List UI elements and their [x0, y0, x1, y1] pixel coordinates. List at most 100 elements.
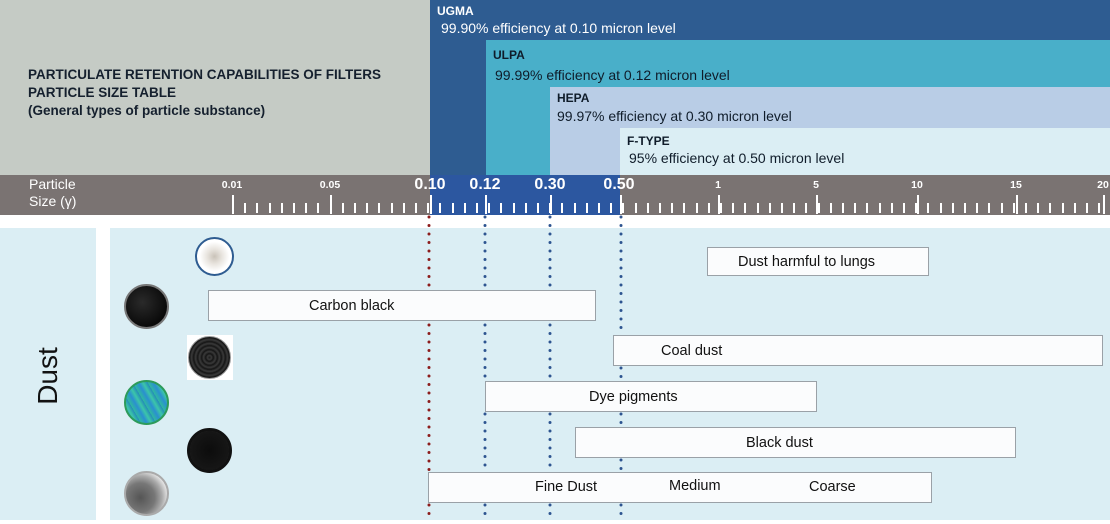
grey-dust-icon	[124, 471, 169, 516]
ruler-tick	[781, 203, 783, 213]
ruler-tick	[293, 203, 295, 213]
ruler-tick	[525, 203, 527, 213]
ruler-tick	[317, 203, 319, 213]
tick-label-20: 20	[1097, 179, 1109, 191]
tick-label-0-30: 0.30	[534, 176, 566, 193]
ruler-tick	[1025, 203, 1027, 213]
ruler-tick	[927, 203, 929, 213]
bar-label: Black dust	[746, 434, 813, 451]
ruler-tick	[964, 203, 966, 213]
tick-label-15: 15	[1010, 179, 1022, 191]
ruler-tick	[269, 203, 271, 213]
band-ulpa-desc: 99.99% efficiency at 0.12 micron level	[495, 67, 730, 83]
bar-carbon-black: Carbon black	[208, 290, 596, 321]
ruler-tick	[805, 203, 807, 213]
ruler-tick	[464, 203, 466, 213]
band-ftype-name: F-TYPE	[627, 134, 670, 148]
ruler-major-tick	[1103, 195, 1105, 214]
title-panel	[0, 0, 430, 175]
ruler-tick	[378, 203, 380, 213]
coal-dust-icon-frame	[187, 335, 233, 380]
ruler-tick	[439, 203, 441, 213]
ruler-tick	[842, 203, 844, 213]
ruler-tick	[391, 203, 393, 213]
ruler-tick	[488, 203, 490, 213]
category-panel	[0, 228, 96, 520]
ruler-tick	[903, 203, 905, 213]
ruler-tick	[1049, 203, 1051, 213]
tick-label-0-10: 0.10	[414, 176, 446, 193]
ruler-tick	[683, 203, 685, 213]
ruler-major-tick	[485, 195, 487, 214]
ruler-tick	[866, 203, 868, 213]
ruler-label-line-1: Particle	[29, 176, 76, 192]
band-ugma-name: UGMA	[437, 4, 474, 18]
tick-label-10: 10	[911, 179, 923, 191]
ruler-tick	[696, 203, 698, 213]
ruler-tick	[879, 203, 881, 213]
ruler-major-tick	[917, 195, 919, 214]
bar-label: Dust harmful to lungs	[738, 253, 876, 270]
ruler-tick	[354, 203, 356, 213]
ruler-tick	[952, 203, 954, 213]
ruler-tick	[513, 203, 515, 213]
ruler-tick	[427, 203, 429, 213]
ruler-tick	[647, 203, 649, 213]
bar-black-dust: Black dust	[575, 427, 1016, 458]
ruler-tick	[598, 203, 600, 213]
bar-label-coarse: Coarse	[809, 479, 856, 495]
coal-dust-icon	[188, 336, 231, 379]
black-dust-icon	[187, 428, 232, 473]
title-line-2: PARTICLE SIZE TABLE	[28, 85, 176, 100]
ruler-major-tick	[232, 195, 234, 214]
ruler-tick	[854, 203, 856, 213]
ruler-tick	[244, 203, 246, 213]
ruler-tick	[342, 203, 344, 213]
ruler-tick	[1098, 203, 1100, 213]
ruler-tick	[1062, 203, 1064, 213]
ruler-tick	[671, 203, 673, 213]
ruler-tick	[256, 203, 258, 213]
bar-label: Carbon black	[309, 297, 395, 314]
dust-sample-icon	[195, 237, 234, 276]
title-line-1: PARTICULATE RETENTION CAPABILITIES OF FI…	[28, 67, 381, 82]
ruler-major-tick	[430, 195, 432, 214]
bar-label: Dye pigments	[589, 388, 678, 405]
ruler-tick	[476, 203, 478, 213]
ruler-tick	[818, 203, 820, 213]
ruler-tick	[757, 203, 759, 213]
bar-dust-grades: Fine Dust Medium Coarse	[428, 472, 932, 503]
ruler-tick	[830, 203, 832, 213]
ruler-label-line-2: Size (γ)	[29, 193, 77, 209]
ruler-tick	[659, 203, 661, 213]
tick-label-0-05: 0.05	[319, 179, 341, 191]
tick-label-0-01: 0.01	[221, 179, 243, 191]
ruler-tick	[915, 203, 917, 213]
particle-chart-area	[110, 228, 1110, 520]
ruler-major-tick	[816, 195, 818, 214]
bar-label-fine-dust: Fine Dust	[535, 479, 598, 495]
ruler-tick	[708, 203, 710, 213]
carbon-black-icon	[124, 284, 169, 329]
ruler-major-tick	[1016, 195, 1018, 214]
ruler-tick	[744, 203, 746, 213]
ruler-tick	[610, 203, 612, 213]
bar-dust-harmful-to-lungs: Dust harmful to lungs	[707, 247, 929, 276]
band-hepa-desc: 99.97% efficiency at 0.30 micron level	[557, 108, 792, 124]
ruler-tick	[537, 203, 539, 213]
ruler-tick	[574, 203, 576, 213]
ruler-tick	[415, 203, 417, 213]
band-ftype-desc: 95% efficiency at 0.50 micron level	[629, 150, 845, 166]
ruler-tick	[586, 203, 588, 213]
ruler-tick	[793, 203, 795, 213]
ruler-tick	[500, 203, 502, 213]
ruler-tick	[988, 203, 990, 213]
ruler-tick	[635, 203, 637, 213]
ruler-tick	[622, 203, 624, 213]
bar-dye-pigments: Dye pigments	[485, 381, 817, 412]
band-hepa-name: HEPA	[557, 91, 590, 105]
ruler-major-tick	[718, 195, 720, 214]
ruler-tick	[452, 203, 454, 213]
ruler-tick	[1037, 203, 1039, 213]
page-title: PARTICULATE RETENTION CAPABILITIES OF FI…	[28, 66, 381, 120]
